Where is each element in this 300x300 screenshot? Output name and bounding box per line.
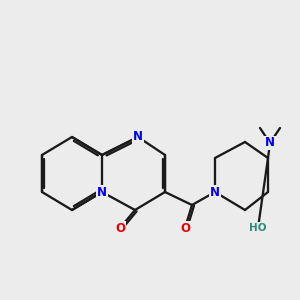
Text: N: N xyxy=(97,185,107,199)
Text: O: O xyxy=(115,221,125,235)
Text: N: N xyxy=(210,185,220,199)
Text: N: N xyxy=(133,130,143,143)
Text: N: N xyxy=(265,136,275,149)
Text: HO: HO xyxy=(249,223,267,233)
Text: O: O xyxy=(180,221,190,235)
